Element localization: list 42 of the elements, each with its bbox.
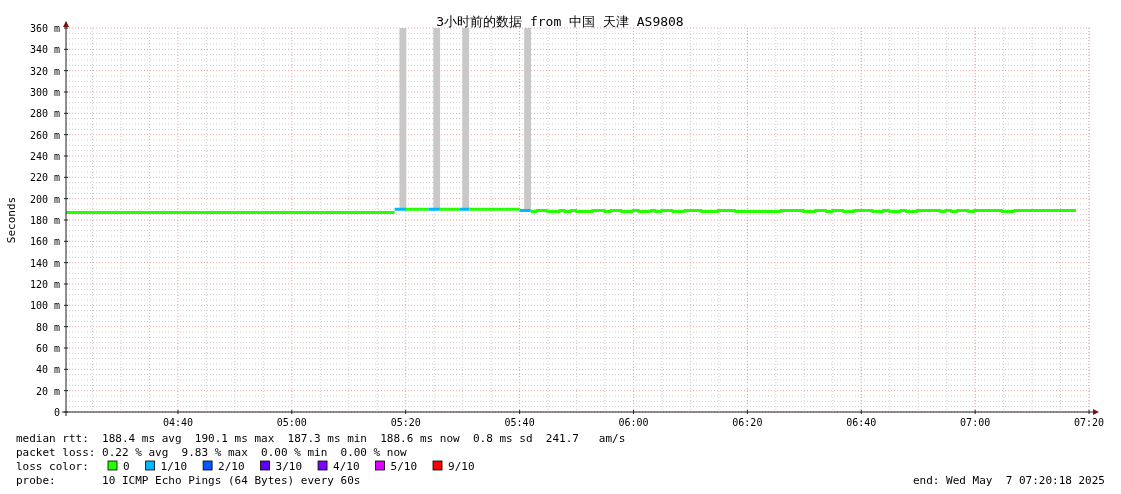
y-tick-label: 80 m bbox=[35, 321, 60, 333]
y-tick-label: 340 m bbox=[29, 44, 60, 56]
legend-label: 3/10 bbox=[275, 460, 303, 473]
x-tick-label: 06:40 bbox=[846, 417, 877, 428]
x-tick-label: 06:20 bbox=[732, 417, 763, 428]
y-tick-label: 260 m bbox=[29, 129, 60, 141]
legend-label: 2/10 bbox=[218, 460, 245, 473]
x-tick-label: 07:20 bbox=[1073, 417, 1105, 428]
y-tick-label: 320 m bbox=[29, 65, 60, 77]
y-axis-title: Seconds bbox=[5, 196, 18, 244]
y-tick-label: 180 m bbox=[29, 215, 60, 226]
y-tick-label: 300 m bbox=[29, 87, 60, 98]
y-tick-label: 160 m bbox=[29, 236, 60, 248]
x-tick-label: 05:20 bbox=[390, 417, 421, 428]
legend-title: loss color: bbox=[16, 460, 89, 473]
y-tick-label: 60 m bbox=[35, 343, 60, 354]
x-tick-label: 05:40 bbox=[504, 417, 535, 428]
x-tick-label: 06:00 bbox=[618, 417, 649, 428]
text: probe: 10 ICMP Echo Pings (64 Bytes) every 60s bbox=[16, 474, 361, 487]
text: end: Wed May 7 07:20:18 2025 bbox=[912, 474, 1105, 487]
y-tick-label: 0 bbox=[53, 407, 60, 418]
text: median rtt: 188.4 ms avg 190.1 ms max 187.3 ms min 188.6 ms now 0.8 ms sd 241.7 am/s bbox=[16, 432, 626, 445]
y-tick-label: 20 m bbox=[35, 385, 60, 397]
y-tick-label: 360 m bbox=[29, 23, 60, 34]
y-tick-label: 240 m bbox=[29, 151, 60, 162]
x-tick-label: 04:40 bbox=[162, 417, 194, 428]
chart-title: 3小时前的数据 from 中国 天津 AS9808 bbox=[436, 14, 684, 29]
y-tick-label: 40 m bbox=[35, 364, 60, 376]
y-tick-label: 280 m bbox=[29, 108, 60, 120]
legend-label: 1/10 bbox=[160, 460, 188, 473]
y-tick-label: 220 m bbox=[29, 172, 60, 184]
legend-label: 5/10 bbox=[390, 460, 418, 473]
legend-label: 0 bbox=[123, 460, 130, 473]
text: packet loss: 0.22 % avg 9.83 % max 0.00 % min 0.00 % now bbox=[16, 446, 408, 459]
legend-label: 4/10 bbox=[333, 460, 360, 473]
y-tick-label: 140 m bbox=[29, 257, 60, 269]
x-tick-label: 05:00 bbox=[276, 417, 307, 428]
y-tick-label: 100 m bbox=[29, 300, 60, 312]
legend-label: 9/10 bbox=[448, 460, 475, 473]
y-tick-label: 200 m bbox=[29, 193, 60, 205]
x-tick-label: 07:00 bbox=[960, 417, 991, 428]
y-tick-label: 120 m bbox=[29, 279, 60, 290]
